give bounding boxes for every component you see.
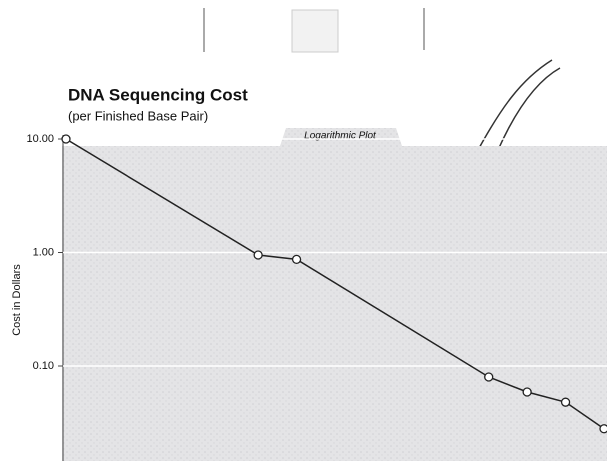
point xyxy=(484,372,494,382)
point xyxy=(522,387,532,397)
y-tick-label: 10.00 xyxy=(26,133,54,145)
point xyxy=(560,397,571,407)
point xyxy=(61,134,71,144)
point xyxy=(253,250,263,260)
annotation: Logarithmic Plot xyxy=(304,131,377,142)
chart-title: DNA Sequencing Cost xyxy=(68,85,248,104)
chart-subtitle: (per Finished Base Pair) xyxy=(68,108,208,123)
y-tick-label: 0.10 xyxy=(33,360,54,372)
plot-background xyxy=(62,128,607,461)
y-tick-label: 1.00 xyxy=(33,246,54,258)
scan-artifacts xyxy=(203,8,561,151)
point xyxy=(599,424,607,434)
point xyxy=(291,254,302,265)
y-axis-label: Cost in Dollars xyxy=(11,264,23,336)
